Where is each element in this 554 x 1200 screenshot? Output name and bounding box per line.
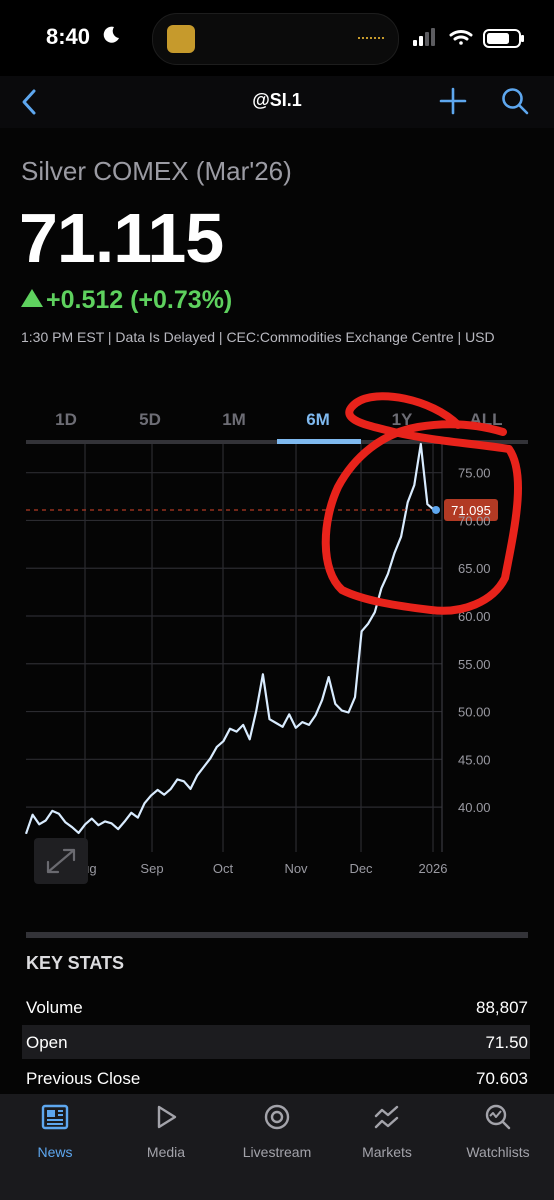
key-stat-row-open: Open 71.50	[22, 1025, 530, 1059]
tab-watchlists[interactable]: Watchlists	[443, 1102, 553, 1162]
quote-meta: 1:30 PM EST | Data Is Delayed | CEC:Comm…	[21, 329, 495, 345]
chart-grid	[26, 444, 443, 852]
price-change-text: +0.512 (+0.73%)	[46, 286, 233, 314]
app-thumbnail-icon	[167, 25, 195, 53]
last-price: 71.115	[19, 199, 224, 277]
key-stat-value: 70.603	[476, 1069, 528, 1088]
tab-media[interactable]: Media	[111, 1102, 221, 1162]
x-tick-label: Sep	[140, 861, 163, 876]
key-stat-label: Volume	[26, 998, 83, 1017]
y-tick-label: 75.00	[458, 466, 491, 481]
tab-livestream[interactable]: Livestream	[222, 1102, 332, 1162]
search-icon[interactable]	[500, 86, 530, 116]
key-stat-value: 71.50	[485, 1033, 528, 1052]
nav-bar: @SI.1	[0, 76, 554, 128]
tab-label: Livestream	[242, 1144, 312, 1160]
status-time: 8:40	[46, 24, 91, 49]
news-icon	[41, 1104, 69, 1130]
livestream-icon	[264, 1104, 290, 1130]
price-chart[interactable]: 71.095 75.00 70.00 65.00 60.00 55.00 50.00 45.…	[0, 0, 554, 900]
add-icon[interactable]	[438, 86, 468, 116]
price-change: +0.512 (+0.73%)	[21, 286, 232, 315]
y-tick-label: 50.00	[458, 705, 491, 720]
tab-label: Markets	[362, 1144, 412, 1160]
key-stat-label: Previous Close	[26, 1069, 141, 1088]
back-icon[interactable]	[16, 86, 44, 118]
key-stat-row-volume: Volume 88,807	[22, 990, 530, 1024]
tab-label: Media	[146, 1144, 186, 1160]
y-tick-label: 55.00	[458, 657, 491, 672]
tab-1y[interactable]: 1Y	[391, 410, 413, 429]
instrument-name: Silver COMEX (Mar'26)	[21, 156, 292, 186]
x-tick-label: Nov	[284, 861, 308, 876]
tab-active-indicator	[277, 439, 361, 444]
tab-1d[interactable]: 1D	[55, 410, 77, 429]
last-value-label-box	[444, 498, 498, 521]
tab-markets[interactable]: Markets	[332, 1102, 442, 1162]
tab-6m[interactable]: 6M	[306, 410, 330, 429]
hand-drawn-annotation	[321, 392, 522, 615]
key-stat-value: 88,807	[476, 998, 528, 1017]
key-stat-label: Open	[26, 1033, 68, 1052]
key-stats-title: KEY STATS	[26, 953, 125, 973]
y-tick-label: 45.00	[458, 752, 491, 767]
status-icons	[413, 28, 524, 48]
nav-title: @SI.1	[252, 90, 302, 110]
signal-icon	[413, 28, 435, 46]
tab-5d[interactable]: 5D	[139, 410, 161, 429]
play-icon	[157, 1105, 177, 1129]
expand-icon	[46, 848, 76, 874]
y-tick-label: 60.00	[458, 609, 491, 624]
expand-chart-button[interactable]	[34, 838, 88, 884]
last-value-marker	[432, 505, 440, 514]
battery-icon	[483, 29, 524, 48]
tab-1m[interactable]: 1M	[222, 410, 246, 429]
tab-news[interactable]: News	[0, 1102, 110, 1162]
y-tick-label: 70.00	[458, 513, 491, 528]
wifi-icon	[449, 30, 473, 45]
y-tick-label: 65.00	[458, 561, 491, 576]
price-line	[24, 442, 435, 835]
dynamic-island	[152, 13, 399, 65]
x-tick-label: Oct	[213, 861, 234, 876]
up-arrow-icon	[21, 289, 43, 307]
chart-line-layer: 71.095	[24, 442, 498, 835]
key-stat-row-previous-close: Previous Close 70.603	[22, 1061, 530, 1095]
y-tick-label: 40.00	[458, 800, 491, 815]
tab-label: News	[37, 1144, 73, 1160]
x-tick-label: 2026	[419, 861, 448, 876]
tab-label: Watchlists	[466, 1144, 530, 1160]
moon-icon	[103, 26, 119, 43]
chart-labels: 75.00 70.00 65.00 60.00 55.00 50.00 45.00 40.00…	[73, 466, 490, 876]
last-value-label: 71.095	[451, 503, 491, 518]
watchlist-icon	[485, 1104, 511, 1130]
status-bar: 8:40	[0, 0, 554, 76]
markets-icon	[374, 1105, 399, 1129]
red-circle-annotation	[321, 392, 522, 615]
section-divider	[26, 932, 528, 938]
activity-indicator	[358, 37, 384, 42]
x-tick-label: Dec	[349, 861, 373, 876]
bottom-tab-bar: News Media Livestream Markets Watchlists	[0, 1094, 554, 1200]
